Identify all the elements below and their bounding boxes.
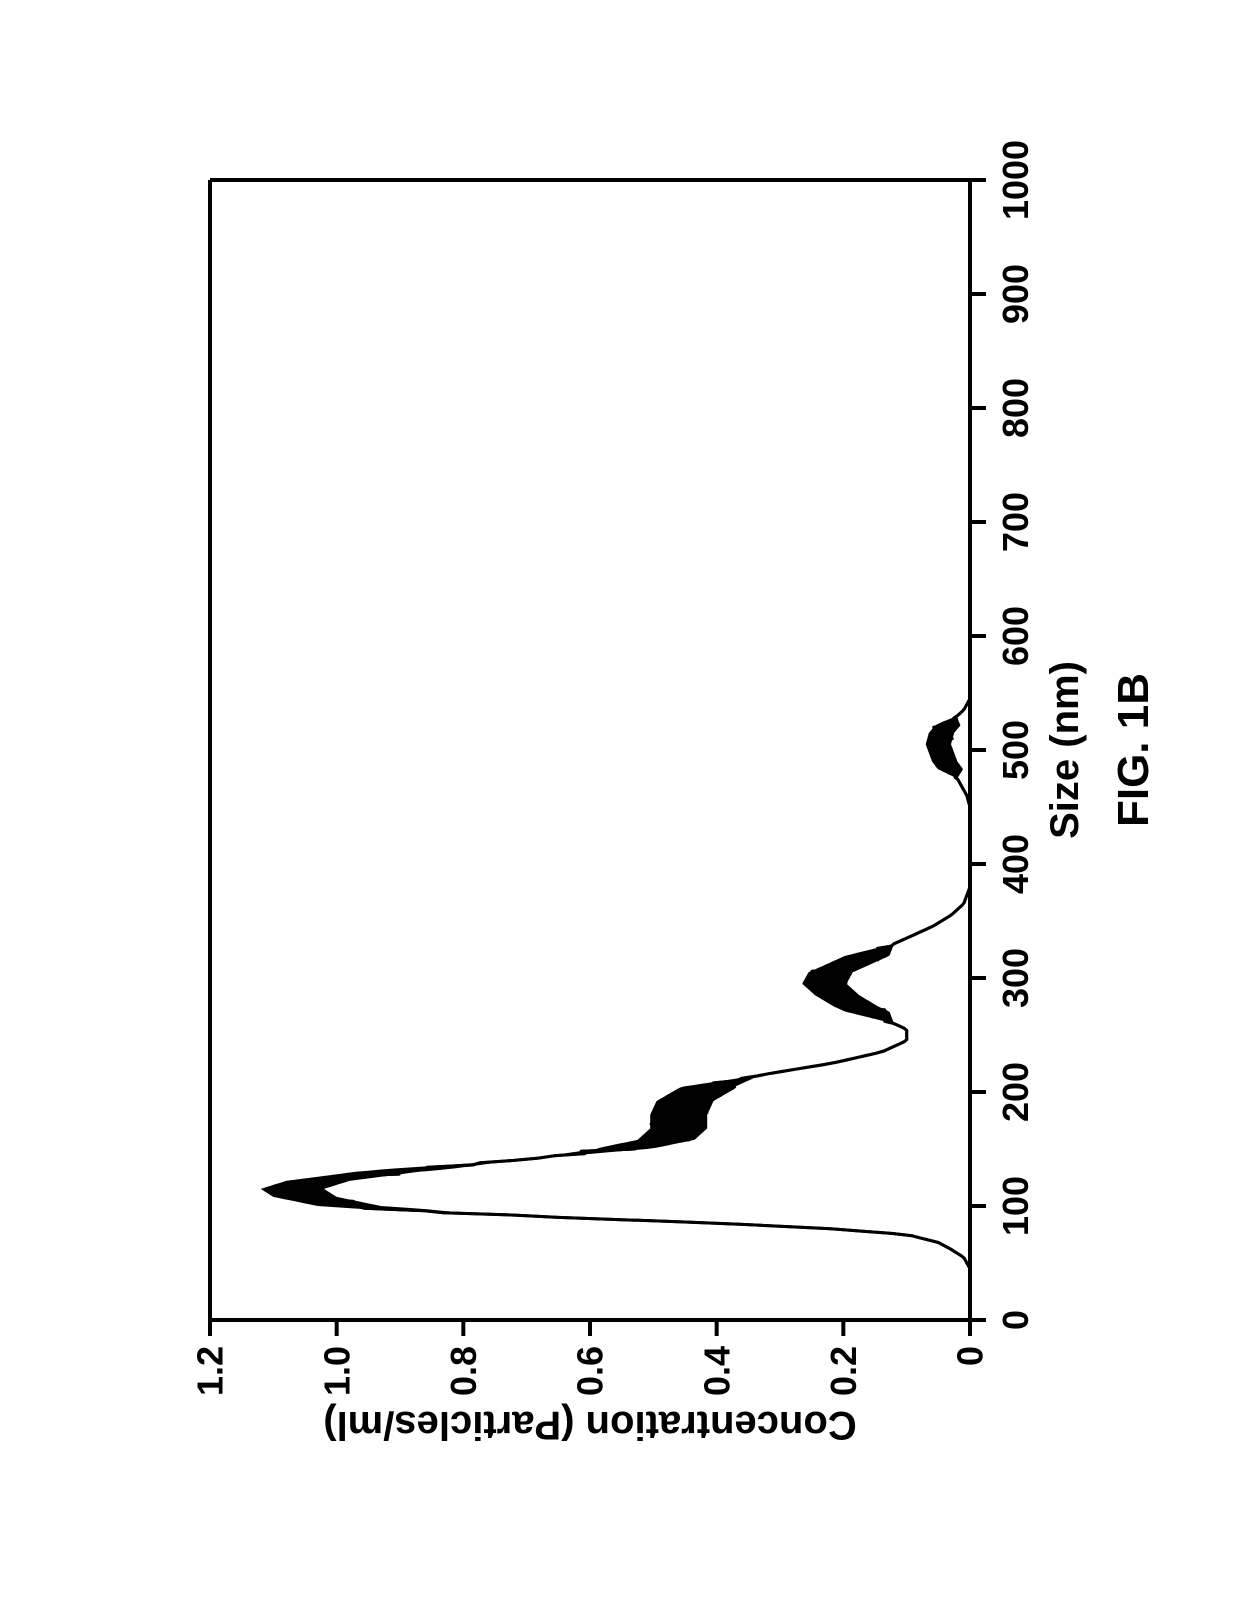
rotated-plot-group: 0 100 200 300 400 500 600 700 800 900 1000 0 0.2 0.4 0… — [190, 140, 1158, 1447]
x-tick-label: 900 — [995, 264, 1036, 324]
x-tick-label: 600 — [995, 606, 1036, 666]
y-tick-label: 0.4 — [696, 1346, 737, 1396]
y-tick-label: 0.6 — [570, 1346, 611, 1396]
chart-svg: 0 100 200 300 400 500 600 700 800 900 1000 0 0.2 0.4 0… — [0, 0, 1240, 1620]
figure-stage: 0 100 200 300 400 500 600 700 800 900 1000 0 0.2 0.4 0… — [0, 0, 1240, 1620]
y-tick-label: 1.2 — [190, 1346, 231, 1396]
figure-caption: FIG. 1B — [1109, 673, 1158, 827]
x-tick-label: 800 — [995, 378, 1036, 438]
y-tick-label: 0.8 — [443, 1346, 484, 1396]
x-tick-label: 100 — [995, 1176, 1036, 1236]
x-tick-label: 400 — [995, 834, 1036, 894]
x-tick-label: 300 — [995, 948, 1036, 1008]
x-tick-label: 1000 — [995, 140, 1036, 220]
x-tick-label: 200 — [995, 1062, 1036, 1122]
x-tick-label: 0 — [995, 1310, 1036, 1330]
y-tick-label: 0.2 — [823, 1346, 864, 1396]
y-tick-label: 1.0 — [316, 1346, 357, 1396]
x-tick-label: 500 — [995, 720, 1036, 780]
x-axis-label: Size (nm) — [1043, 661, 1087, 839]
x-tick-label: 700 — [995, 492, 1036, 552]
y-tick-label: 0 — [950, 1346, 991, 1366]
y-axis-label: Concentration (Particles/ml) — [323, 1403, 856, 1447]
